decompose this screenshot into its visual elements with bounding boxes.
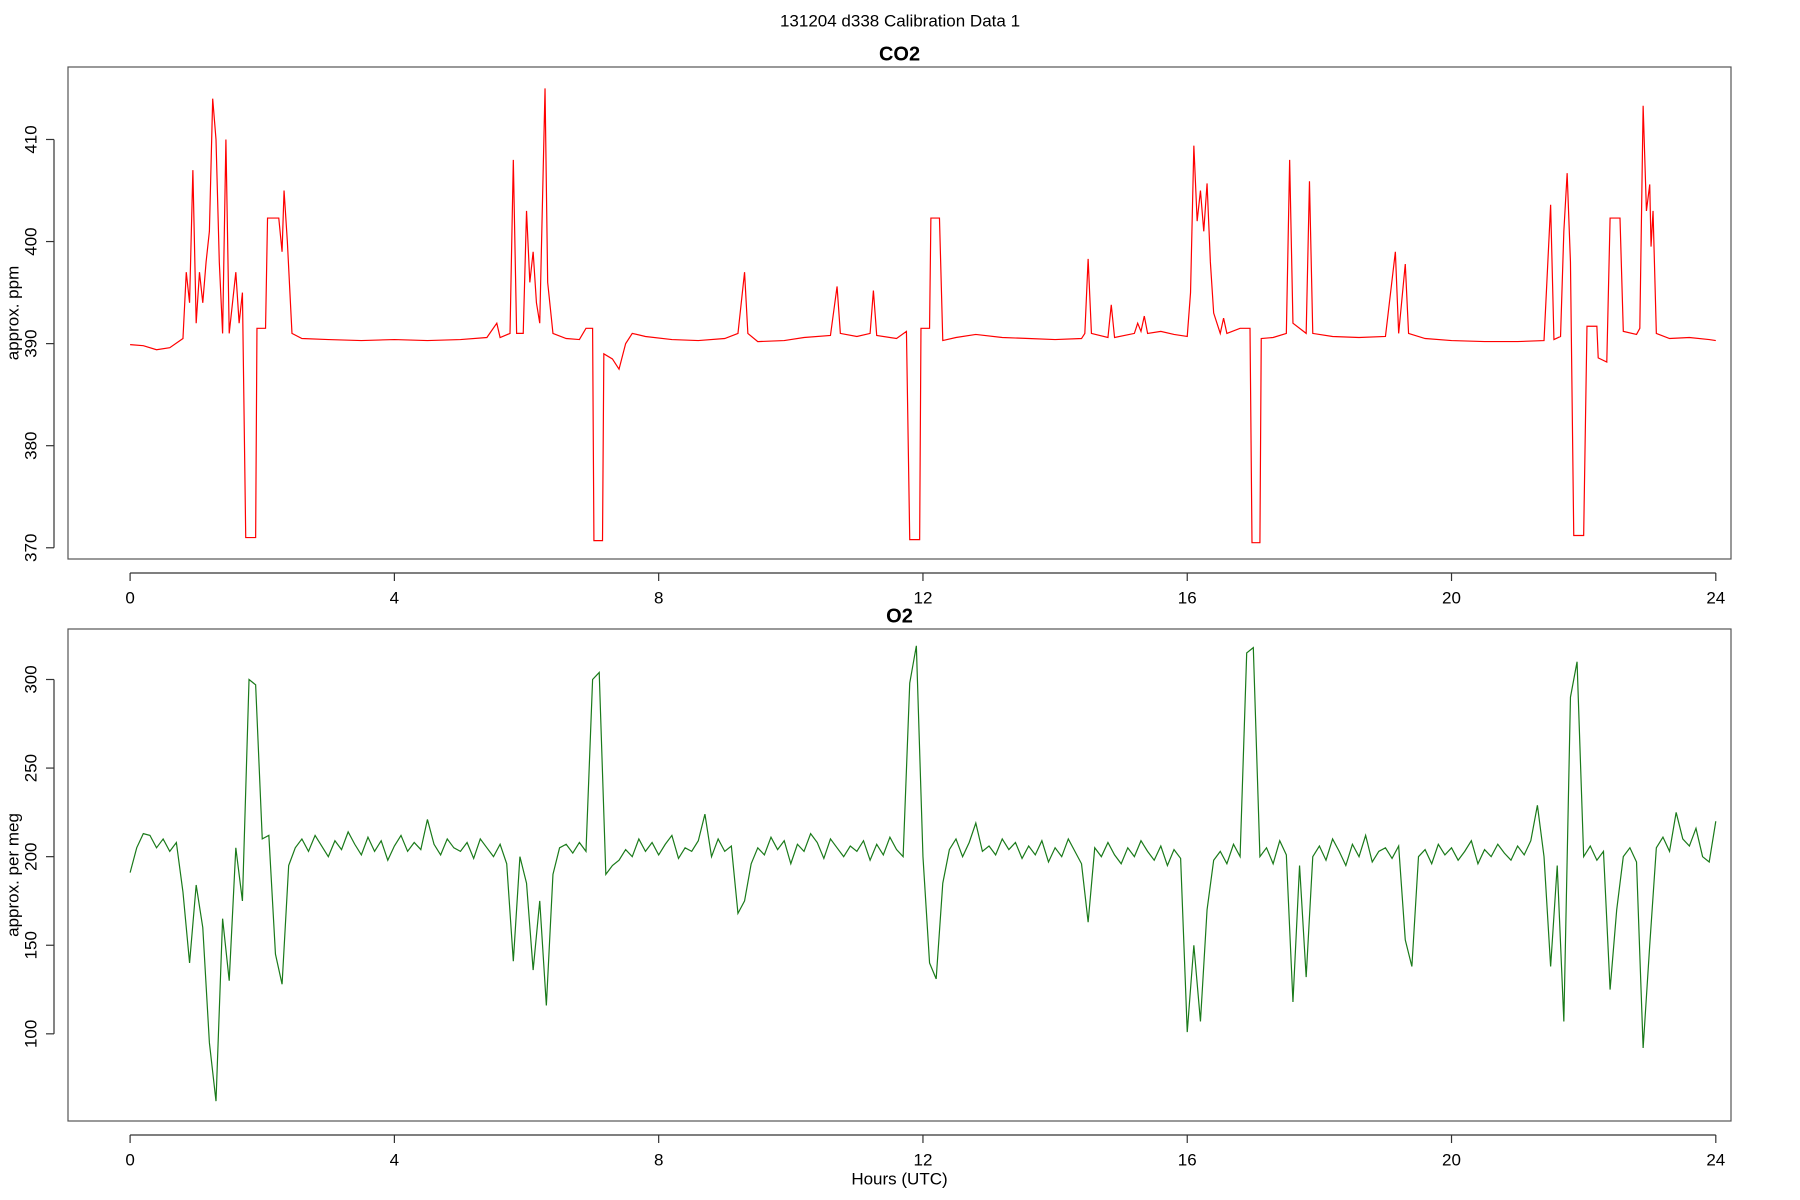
y-tick-label: 150: [21, 931, 40, 959]
plot-frame: [67, 628, 1732, 1122]
chart-title: CO2: [879, 43, 920, 65]
x-tick-label: 0: [125, 1150, 134, 1169]
x-tick-label: 24: [1706, 588, 1725, 607]
x-tick-label: 8: [654, 588, 663, 607]
y-tick-label: 250: [21, 754, 40, 782]
y-tick-label: 300: [21, 665, 40, 693]
x-axis-label: Hours (UTC): [851, 1169, 947, 1188]
y-axis-label: approx. ppm: [3, 266, 22, 361]
y-axis-label: approx. per meg: [3, 813, 22, 937]
x-tick-label: 20: [1442, 1150, 1461, 1169]
x-tick-label: 8: [654, 1150, 663, 1169]
data-line: [130, 88, 1716, 544]
figure-title: 131204 d338 Calibration Data 1: [780, 11, 1020, 30]
data-line: [129, 645, 1717, 1102]
x-tick-label: 4: [390, 588, 399, 607]
y-tick-label: 400: [21, 227, 40, 255]
x-tick-label: 12: [913, 1150, 932, 1169]
y-tick-label: 100: [21, 1020, 40, 1048]
y-tick-label: 410: [21, 125, 40, 153]
y-tick-label: 380: [21, 432, 40, 460]
x-tick-label: 4: [390, 1150, 399, 1169]
y-tick-label: 390: [21, 329, 40, 357]
x-tick-label: 12: [913, 588, 932, 607]
plot-frame: [67, 66, 1732, 560]
x-tick-label: 16: [1178, 1150, 1197, 1169]
x-tick-label: 16: [1178, 588, 1197, 607]
x-tick-label: 24: [1706, 1150, 1725, 1169]
x-tick-label: 20: [1442, 588, 1461, 607]
chart-title: O2: [886, 605, 913, 627]
y-tick-label: 370: [21, 534, 40, 562]
x-tick-label: 0: [125, 588, 134, 607]
y-tick-label: 200: [21, 842, 40, 870]
